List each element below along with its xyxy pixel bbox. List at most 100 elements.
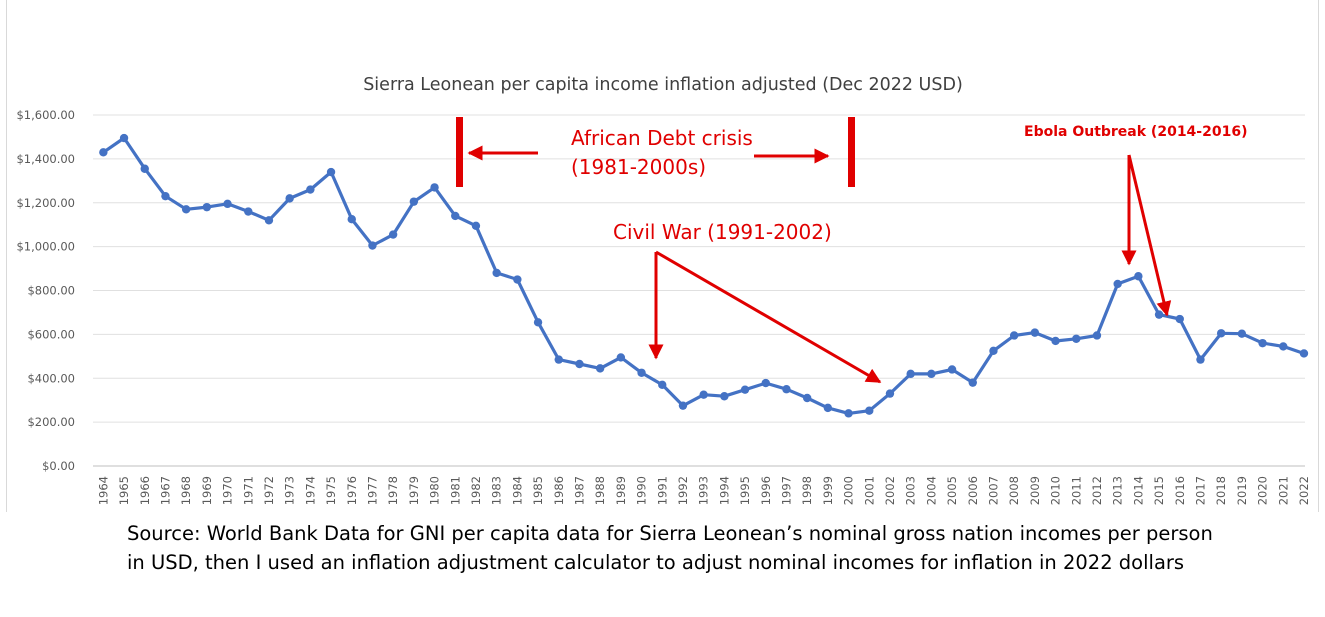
data-point [326,167,336,177]
x-tick-label: 1981 [448,476,462,505]
y-tick-label: $200.00 [27,415,75,429]
data-point [947,365,957,374]
x-tick-label: 2012 [1090,476,1104,505]
x-tick-label: 1983 [490,476,504,505]
x-tick-label: 1965 [117,476,131,505]
data-point [264,216,274,225]
data-point [1134,272,1143,281]
x-tick-label: 2014 [1131,476,1145,505]
x-tick-label: 2009 [1028,476,1042,505]
x-tick-label: 1995 [738,476,752,505]
data-point [388,230,398,239]
x-tick-label: 2002 [883,476,897,505]
data-point [595,364,605,373]
chart-title: Sierra Leonean per capita income inflati… [363,75,963,95]
x-tick-label: 2013 [1111,476,1125,505]
data-point [533,318,543,327]
x-tick-label: 1970 [221,476,235,505]
x-tick-label: 1985 [531,476,545,505]
x-tick-label: 1979 [407,476,421,505]
data-point [347,215,356,224]
data-point [409,197,419,206]
data-point [513,275,522,284]
data-point [637,368,646,377]
line-chart: Sierra Leonean per capita income inflati… [16,75,1311,505]
data-point [202,202,212,212]
x-tick-label: 1977 [365,476,379,505]
data-point [285,194,294,203]
y-axis: $0.00 $200.00 $400.00 $600.00 $800.00 $1,000.… [16,108,75,473]
data-point [1030,328,1040,337]
x-tick-label: 1971 [241,476,255,505]
annotations: African Debt crisis (1981-2000s) Civil W… [456,117,1247,384]
data-point [761,378,770,388]
x-tick-label: 2021 [1276,476,1290,505]
data-point [430,183,439,192]
data-point [720,392,729,401]
x-tick-label: 1973 [283,476,297,505]
data-point [471,221,481,230]
data-point [1154,310,1164,319]
x-tick-label: 1978 [386,476,400,505]
data-point [1175,314,1184,324]
debt-crisis-years: (1981-2000s) [571,155,706,179]
y-tick-label: $1,400.00 [16,152,75,166]
x-tick-label: 2015 [1152,476,1166,505]
x-tick-label: 2019 [1235,476,1249,505]
data-point [782,385,791,394]
x-tick-label: 2017 [1193,476,1207,505]
x-tick-label: 2011 [1069,476,1083,505]
data-point [492,268,501,278]
data-point [1258,338,1267,348]
x-tick-label: 1969 [200,476,214,505]
data-point [1092,331,1102,340]
data-point [223,199,232,209]
data-point [1072,334,1081,343]
data-point [161,191,170,201]
data-point [181,205,191,214]
data-point [885,389,895,398]
x-tick-label: 2004 [924,476,938,505]
x-axis: 1964 1965 1966 1967 1968 1969 1970 1971 1972 1973… [96,476,1311,505]
x-tick-label: 2020 [1256,476,1270,505]
x-tick-label: 2018 [1214,476,1228,505]
y-tick-label: $1,200.00 [16,196,75,210]
y-tick-label: $800.00 [27,284,75,298]
data-point [306,185,315,194]
data-point [678,401,688,410]
data-point [968,378,977,387]
y-tick-label: $1,600.00 [16,108,75,122]
data-point [927,369,936,379]
debt-crisis-label: African Debt crisis [571,126,753,150]
x-tick-label: 1986 [552,476,566,505]
y-tick-label: $1,000.00 [16,240,75,254]
data-point [368,241,377,250]
x-tick-label: 1964 [96,476,110,505]
x-tick-label: 1968 [179,476,193,505]
data-point [616,353,626,362]
data-point [802,393,812,403]
x-tick-label: 1976 [345,476,359,505]
x-tick-label: 1980 [428,476,442,505]
x-tick-label: 2000 [842,476,856,505]
x-tick-label: 2010 [1049,476,1063,505]
y-tick-label: $600.00 [27,327,75,341]
chart-frame [6,0,1319,512]
data-point [1051,336,1060,346]
x-tick-label: 1966 [138,476,152,505]
gridlines [93,114,1305,467]
data-point [1237,329,1247,338]
x-tick-label: 1991 [655,476,669,505]
data-point [244,207,253,216]
x-tick-label: 1987 [572,476,586,505]
data-point [1113,279,1122,289]
source-note-line-1: Source: World Bank Data for GNI per capi… [127,522,1213,545]
y-tick-label: $0.00 [42,459,75,473]
data-point [865,406,874,415]
data-point [1009,331,1019,340]
x-tick-label: 1990 [635,476,649,505]
data-point [906,369,915,379]
data-point [1216,329,1226,338]
series-income [99,133,1309,418]
debt-end-bar [848,117,855,187]
